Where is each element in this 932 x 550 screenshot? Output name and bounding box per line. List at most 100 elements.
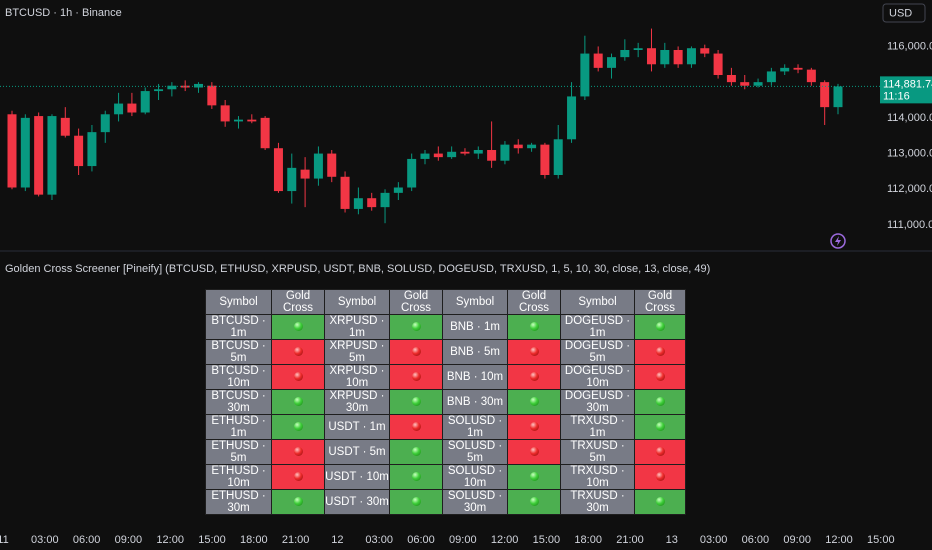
signal-dot [529, 397, 539, 407]
header-cell: Gold Cross [389, 289, 443, 315]
symbol-cell: USDT · 10m [324, 464, 390, 490]
signal-dot [529, 472, 539, 482]
header-row: Symbol Gold Cross Symbol Gold Cross Symbol Go… [205, 289, 686, 315]
y-tick-label: 114,000.00 [887, 112, 932, 124]
symbol-cell: USDT · 5m [324, 439, 390, 465]
candle-body [47, 116, 57, 195]
symbol-cell: TRXUSD · 5m [560, 439, 635, 465]
currency-button[interactable] [882, 3, 926, 23]
signal-dot [655, 372, 665, 382]
candle-body [473, 150, 483, 154]
symbol-cell: SOLUSD · 5m [442, 439, 508, 465]
candle-body [247, 119, 257, 122]
signal-cell [389, 339, 443, 365]
symbol-cell: BNB · 10m [442, 364, 508, 390]
signal-cell [634, 464, 686, 490]
candle-body [580, 53, 590, 97]
last-price-label: 114,881.74 [883, 78, 932, 90]
signal-dot [655, 422, 665, 432]
candle-body [500, 144, 510, 161]
signal-dot [411, 497, 421, 507]
signal-cell [389, 414, 443, 440]
candle-body [447, 151, 457, 158]
candle-body [513, 144, 523, 149]
x-tick-label: 06:00 [73, 534, 101, 546]
signal-dot [529, 497, 539, 507]
table-row: ETHUSD · 5m USDT · 5m SOLUSD · 5m TRXUSD · … [205, 439, 686, 465]
candle-body [353, 198, 363, 209]
candle-body [793, 67, 803, 70]
symbol-cell: DOGEUSD · 10m [560, 364, 635, 390]
candle-body [433, 153, 443, 158]
candle-body [393, 187, 403, 193]
symbol-cell: SOLUSD · 30m [442, 489, 508, 515]
last-price-box [880, 76, 932, 104]
signal-cell [634, 314, 686, 340]
signal-dot [293, 322, 303, 332]
symbol-cell: USDT · 30m [324, 489, 390, 515]
y-tick-label: 113,000.00 [887, 147, 932, 159]
signal-dot [529, 447, 539, 457]
candle-body [753, 82, 763, 86]
signal-cell [634, 439, 686, 465]
symbol-cell: SOLUSD · 1m [442, 414, 508, 440]
candle-body [74, 135, 84, 167]
table-row: BTCUSD · 5m XRPUSD · 5m BNB · 5m DOGEUSD · … [205, 339, 686, 365]
x-tick-label: 06:00 [742, 534, 770, 546]
signal-dot [655, 472, 665, 482]
candle-body [540, 144, 550, 175]
candle-body [607, 57, 617, 68]
signal-cell [507, 314, 561, 340]
signal-dot [655, 447, 665, 457]
candle-body [686, 48, 696, 65]
signal-cell [389, 439, 443, 465]
symbol-title: BTCUSD · 1h · Binance [5, 7, 122, 19]
x-tick-label: 12:00 [491, 534, 519, 546]
header-cell: Symbol [560, 289, 635, 315]
symbol-cell: XRPUSD · 1m [324, 314, 390, 340]
symbol-cell: XRPUSD · 30m [324, 389, 390, 415]
signal-dot [293, 372, 303, 382]
table-row: ETHUSD · 10m USDT · 10m SOLUSD · 10m TRXUSD… [205, 464, 686, 490]
signal-dot [293, 497, 303, 507]
candle-body [766, 71, 776, 83]
x-tick-label: 06:00 [407, 534, 435, 546]
symbol-cell: BTCUSD · 1m [205, 314, 272, 340]
candle-body [100, 114, 110, 133]
signal-cell [507, 389, 561, 415]
x-tick-label: 21:00 [616, 534, 644, 546]
signal-cell [271, 389, 325, 415]
candle-body [633, 48, 643, 50]
candle-body [273, 148, 283, 192]
candle-body [407, 158, 417, 188]
signal-cell [634, 414, 686, 440]
signal-dot [293, 472, 303, 482]
x-tick-label: 21:00 [282, 534, 310, 546]
candle-body [207, 85, 217, 106]
candle-body [233, 119, 243, 122]
signal-cell [507, 464, 561, 490]
candle-body [194, 83, 204, 88]
x-tick-label: 18:00 [240, 534, 268, 546]
signal-dot [411, 422, 421, 432]
alert-icon[interactable] [830, 233, 846, 249]
x-tick-label: 15:00 [198, 534, 226, 546]
symbol-cell: ETHUSD · 10m [205, 464, 272, 490]
screener-table: Symbol Gold Cross Symbol Gold Cross Symbol Go… [205, 289, 686, 515]
indicator-title: Golden Cross Screener [Pineify] (BTCUSD,… [5, 263, 710, 275]
countdown-label: 11:16 [883, 90, 910, 102]
signal-cell [634, 339, 686, 365]
signal-dot [293, 347, 303, 357]
table-row: ETHUSD · 30m USDT · 30m SOLUSD · 30m TRXUSD… [205, 489, 686, 515]
signal-dot [529, 372, 539, 382]
x-tick-label: 18:00 [574, 534, 602, 546]
x-tick-label: 09:00 [449, 534, 477, 546]
symbol-cell: BNB · 30m [442, 389, 508, 415]
candle-body [340, 176, 350, 209]
candle-body [127, 103, 137, 113]
signal-cell [271, 489, 325, 515]
candle-body [833, 86, 843, 108]
candle-body [180, 85, 190, 88]
candle-body [380, 192, 390, 208]
